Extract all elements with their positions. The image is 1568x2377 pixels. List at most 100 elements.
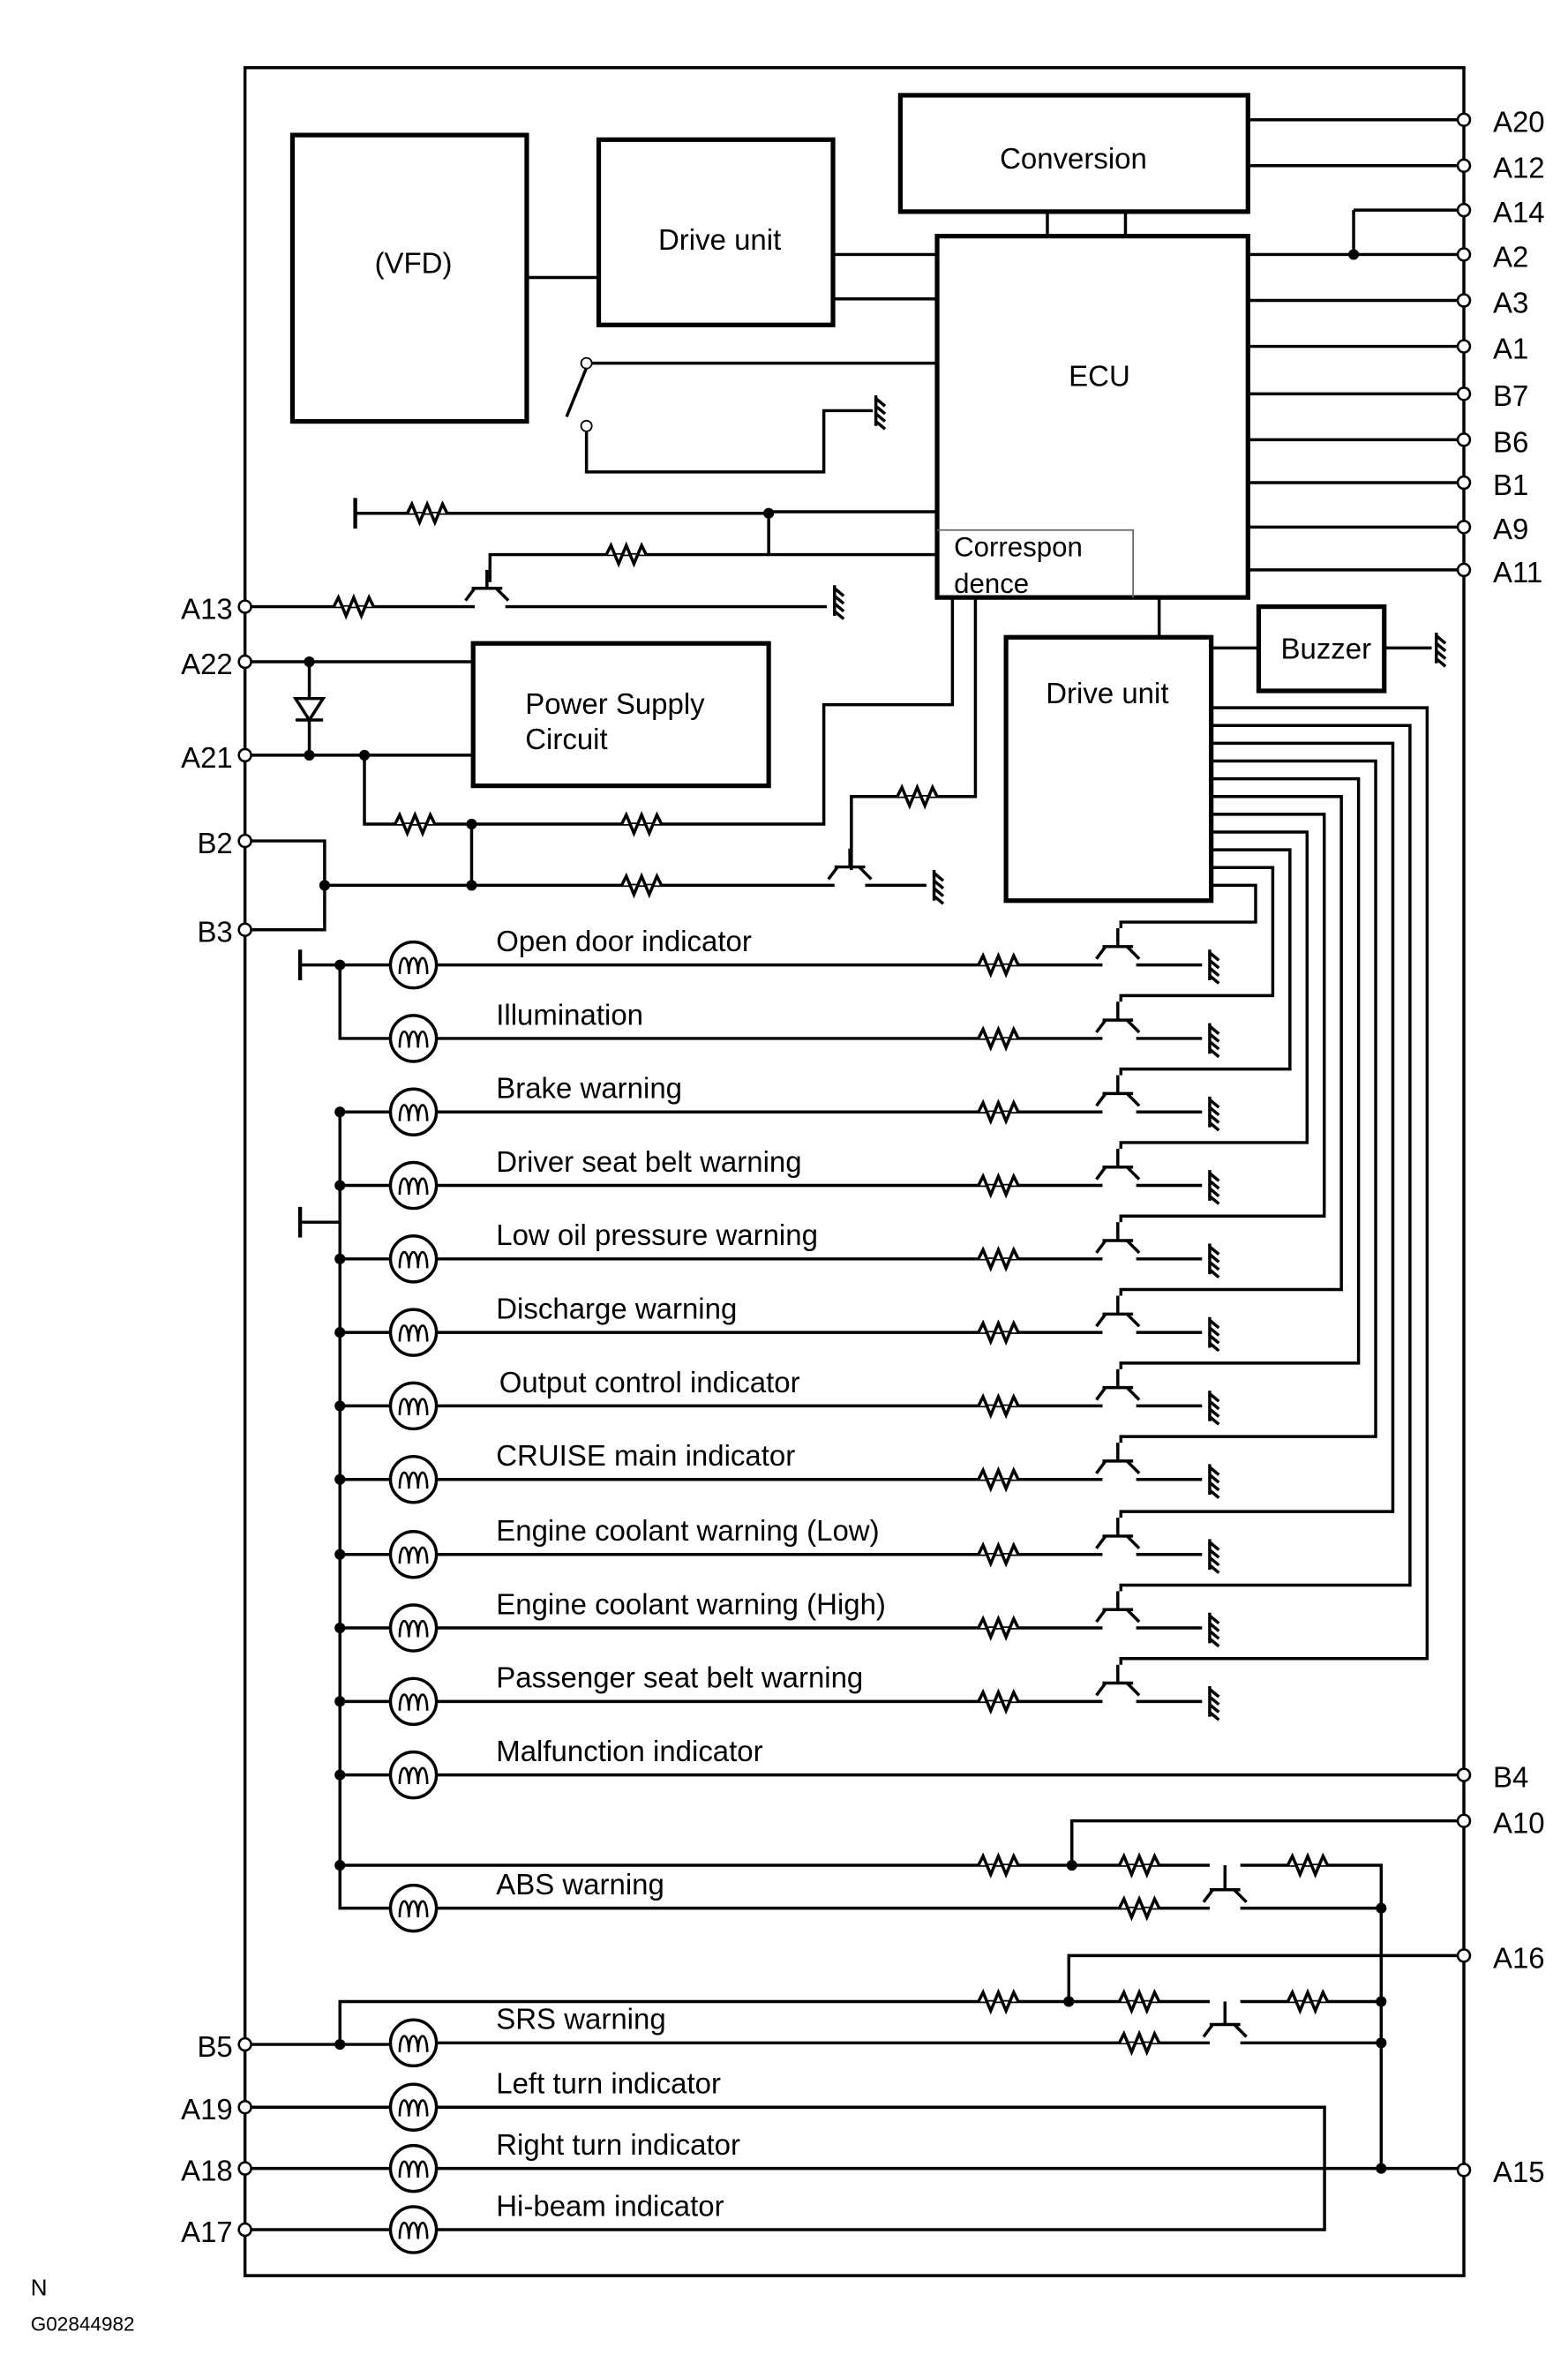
resistor-icon <box>977 1319 1020 1346</box>
lamp-filament-icon <box>398 1104 429 1121</box>
junction-dot <box>1376 1996 1387 2007</box>
terminal-label-a3: A3 <box>1493 286 1528 319</box>
terminal-label-a2: A2 <box>1493 240 1528 273</box>
junction-dot <box>763 507 775 519</box>
correspondence-label-1: Correspon <box>954 531 1083 562</box>
junction-dot <box>334 1769 346 1781</box>
transistor-icon <box>1095 1518 1141 1550</box>
drive-signal-wire <box>1119 830 1309 1149</box>
diode-icon <box>292 696 326 724</box>
ground-icon <box>1208 1391 1220 1426</box>
junction-dot <box>334 1696 346 1707</box>
combination-meter-frame <box>243 65 1466 2277</box>
junction-dot <box>334 1180 346 1191</box>
terminal-label-b5: B5 <box>197 2030 232 2063</box>
lamp-filament-icon <box>398 2035 429 2052</box>
indicator-label-0: Open door indicator <box>496 925 752 957</box>
indicator-label-4: Low oil pressure warning <box>496 1218 818 1251</box>
junction-dot <box>1376 1902 1387 1914</box>
resistor-icon <box>977 951 1020 979</box>
resistor-icon <box>1286 1988 1330 2015</box>
drive-signal-wire <box>1119 883 1257 928</box>
transistor-icon <box>1095 1075 1141 1107</box>
junction-dot <box>334 2038 346 2051</box>
terminal-pin <box>237 654 252 670</box>
terminal-pin <box>1456 386 1472 401</box>
resistor-icon <box>977 1852 1020 1878</box>
ground-icon <box>1208 1023 1220 1059</box>
terminal-label-a13: A13 <box>181 592 233 625</box>
ground-icon <box>833 585 845 620</box>
resistor-icon <box>604 541 648 568</box>
lamp-bulb-icon <box>388 1750 439 1800</box>
wire <box>300 963 391 1040</box>
lamp-bulb-icon <box>388 2082 439 2132</box>
terminal-label-a10: A10 <box>1493 1807 1545 1840</box>
indicator-label-5: Discharge warning <box>496 1293 737 1325</box>
terminal-label-b7: B7 <box>1493 379 1528 412</box>
indicator-label-15: Right turn indicator <box>496 2128 740 2161</box>
buzzer-label: Buzzer <box>1281 633 1372 665</box>
indicator-label-7: CRUISE main indicator <box>496 1439 795 1472</box>
lamp-filament-icon <box>398 2221 429 2239</box>
resistor-icon <box>896 783 939 810</box>
terminal-label-b3: B3 <box>197 916 232 949</box>
terminal-label-a16: A16 <box>1493 1941 1545 1974</box>
indicator-label-3: Driver seat belt warning <box>496 1145 801 1178</box>
ground-icon <box>1208 1243 1220 1278</box>
indicator-label-16: Hi-beam indicator <box>496 2189 724 2222</box>
labels: A20 A12 A14 A2 A3 A1 B7 B6 B1 A9 A11 B4 A10 A16 A15 A13… <box>181 106 1545 2248</box>
indicator-label-13: SRS warning <box>496 2003 665 2036</box>
junction-dot <box>304 656 315 668</box>
resistor-icon <box>977 1615 1020 1641</box>
vfd-block <box>289 132 529 424</box>
terminal-pin <box>1456 432 1472 447</box>
transistor-icon <box>1095 1664 1141 1697</box>
junction-dot <box>334 1473 346 1485</box>
junction-dot <box>334 1622 346 1634</box>
junction-dot <box>334 1106 346 1118</box>
terminal-pin <box>237 599 252 614</box>
junction-dot <box>1066 1859 1077 1871</box>
correspondence-label-2: dence <box>954 568 1029 599</box>
terminal-label-a20: A20 <box>1493 106 1545 139</box>
indicator-label-11: Malfunction indicator <box>496 1735 762 1767</box>
vfd-label: (VFD) <box>375 246 453 279</box>
junction-dot <box>334 1253 346 1264</box>
junction-dot <box>466 818 477 830</box>
terminal-pin <box>1456 247 1472 262</box>
ground-icon <box>1208 1316 1220 1353</box>
drive-unit-bottom-block <box>1003 634 1214 904</box>
conversion-block <box>897 93 1250 214</box>
components <box>237 112 1472 2254</box>
junction-dot <box>1347 249 1360 260</box>
ground-icon <box>874 395 887 431</box>
lamp-filament-icon <box>398 1030 429 1048</box>
power-supply-label-1: Power Supply <box>525 687 705 720</box>
resistor-icon <box>977 1466 1020 1493</box>
lamp-filament-icon <box>398 1250 429 1269</box>
resistor-icon <box>1117 1852 1161 1878</box>
lamp-bulb-icon <box>388 1603 439 1653</box>
terminal-pin <box>1456 293 1472 308</box>
terminal-label-a14: A14 <box>1493 196 1545 229</box>
drive-signal-wire <box>1119 706 1429 1665</box>
terminal-label-a22: A22 <box>181 648 233 680</box>
terminal-label-a17: A17 <box>181 2216 233 2248</box>
terminal-pin <box>237 2099 252 2115</box>
lamp-bulb-icon <box>388 940 439 990</box>
transistor-icon <box>1095 1222 1141 1255</box>
junction-dot <box>319 880 330 891</box>
ground-icon <box>1208 1612 1220 1648</box>
junction-dot <box>1063 1996 1075 2007</box>
transistor-icon <box>1095 1443 1141 1475</box>
transistor-icon <box>1095 1001 1141 1034</box>
transistor-icon <box>1202 1871 1248 1903</box>
terminal-label-b6: B6 <box>1493 425 1528 458</box>
drive-unit-top-label: Drive unit <box>658 223 781 256</box>
resistor-icon <box>977 1988 1020 2015</box>
indicator-label-6: Output control indicator <box>499 1366 800 1398</box>
ground-icon <box>1435 633 1447 668</box>
ground-icon <box>1208 1096 1220 1132</box>
switch-icon <box>565 367 589 418</box>
